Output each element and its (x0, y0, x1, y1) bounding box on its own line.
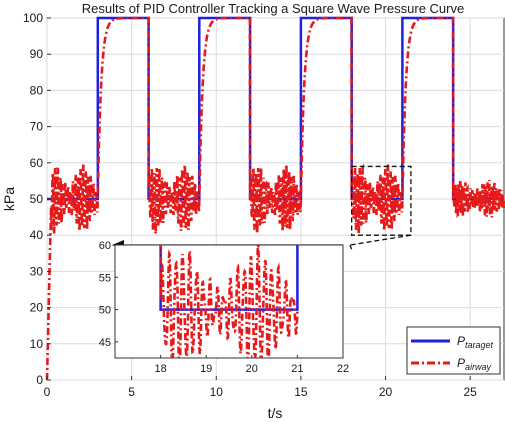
inset-x-tick-label: 19 (200, 363, 212, 375)
y-tick-label: 50 (30, 192, 44, 206)
legend-box (406, 326, 501, 375)
y-tick-label: 60 (30, 156, 44, 170)
x-tick-label: 5 (128, 385, 135, 399)
y-tick-label: 70 (30, 120, 44, 134)
main-x-ticks: 0 5 10 15 20 25 (44, 376, 477, 399)
inset-series-line-airway (159, 245, 299, 358)
legend-label-airway-sub: airway (465, 362, 492, 372)
legend: Ptaraget Pairway (406, 326, 501, 375)
y-tick-label: 30 (30, 264, 44, 278)
inset-plot: 45 50 55 60 18 19 20 21 22 (99, 240, 349, 375)
inset-series-group (159, 245, 299, 358)
x-axis-label: t/s (268, 405, 283, 421)
y-tick-label: 80 (30, 83, 44, 97)
inset-y-tick-label: 50 (99, 305, 111, 317)
legend-label-airway: Pairway (457, 356, 492, 372)
y-tick-label: 10 (30, 337, 44, 351)
y-tick-label: 100 (23, 11, 43, 25)
main-series-group (45, 16, 505, 381)
x-tick-label: 0 (44, 385, 51, 399)
inset-y-tick-label: 45 (99, 337, 111, 349)
legend-label-target-sub: taraget (465, 340, 494, 350)
legend-label-airway-base: P (457, 356, 465, 370)
x-tick-label: 25 (463, 385, 477, 399)
series-line-airway (45, 16, 505, 381)
x-tick-label: 10 (210, 385, 224, 399)
inset-y-ticks: 45 50 55 60 (99, 240, 118, 349)
inset-x-tick-label: 20 (246, 363, 258, 375)
inset-y-tick-label: 60 (99, 240, 111, 252)
inset-x-ticks: 18 19 20 21 22 (154, 355, 349, 375)
legend-label-target: Ptaraget (457, 334, 494, 350)
y-tick-label: 0 (36, 373, 43, 387)
y-tick-label: 40 (30, 228, 44, 242)
y-axis-label: kPa (1, 187, 17, 211)
inset-frame (114, 244, 344, 359)
y-tick-label: 20 (30, 301, 44, 315)
chart-title: Results of PID Controller Tracking a Squ… (82, 1, 464, 16)
zoom-connector-line (349, 234, 412, 246)
main-y-ticks: 0 10 20 30 40 50 60 70 80 90 100 (23, 11, 51, 387)
zoom-connector-line (349, 244, 353, 250)
legend-label-target-base: P (457, 334, 465, 348)
x-tick-label: 15 (294, 385, 308, 399)
inset-y-tick-label: 55 (99, 272, 111, 284)
y-tick-label: 90 (30, 47, 44, 61)
inset-x-tick-label: 22 (337, 363, 349, 375)
inset-x-tick-label: 18 (154, 363, 166, 375)
x-tick-label: 20 (379, 385, 393, 399)
inset-x-tick-label: 21 (291, 363, 303, 375)
